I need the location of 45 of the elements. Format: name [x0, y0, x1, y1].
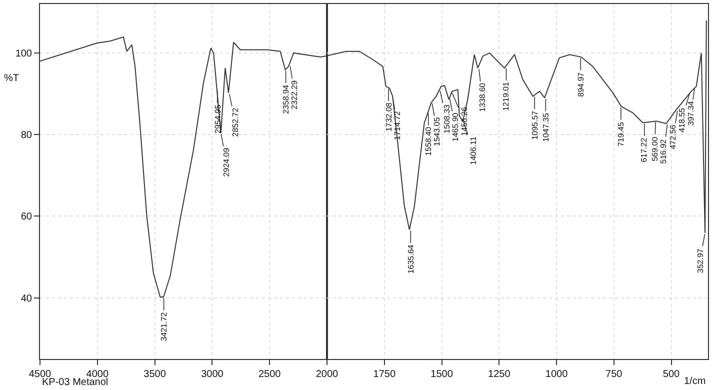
annotation: 397.34 [686, 100, 696, 126]
annotation: 1508.33 [442, 104, 452, 134]
y-tick-label: 100 [15, 48, 32, 60]
annotation: 2852.72 [231, 107, 240, 137]
annotation: 2322.29 [290, 80, 300, 110]
x-tick-label: 3000 [201, 369, 224, 380]
annotation: 1558.40 [424, 126, 433, 156]
annotation: 1095.57 [530, 110, 540, 140]
y-tick-label: 40 [20, 293, 32, 304]
x-tick-label: 1500 [430, 369, 454, 380]
x-tick-label: 1750 [373, 369, 396, 380]
annotation: 2358.94 [282, 84, 291, 114]
annotation: 617.22 [639, 137, 648, 162]
annotation: 352.97 [696, 248, 705, 274]
annotation: 1219.01 [502, 81, 511, 111]
annotation: 1543.05 [432, 116, 442, 146]
x-tick-label: 1250 [488, 369, 511, 380]
y-axis-title: %T [4, 73, 19, 84]
annotation: 1635.64 [406, 244, 416, 274]
x-tick-label: 1000 [545, 369, 568, 380]
annotation: 3421.72 [159, 312, 168, 342]
x-tick-label: 2500 [258, 369, 282, 380]
annotation: 2924.09 [222, 147, 232, 177]
annotation: 516.92 [659, 138, 668, 164]
annotation: 2954.95 [213, 104, 222, 134]
annotation: 1465.90 [451, 112, 460, 142]
annotation: 1714.72 [392, 110, 402, 140]
annotation: 1338.60 [478, 82, 487, 112]
annotation: 894.97 [576, 72, 586, 97]
annotation: 418.55 [678, 107, 687, 132]
y-tick-label: 60 [20, 212, 32, 223]
x-axis-title: 1/cm [684, 376, 706, 387]
text: KP-03 Metanol [42, 377, 108, 388]
annotation: 1406.11 [468, 136, 478, 165]
y-tick-label: 80 [20, 130, 32, 142]
annotation: 1456.26 [460, 106, 469, 136]
x-tick-label: 750 [606, 369, 623, 380]
annotation: 719.45 [616, 122, 626, 147]
x-tick-label: 500 [662, 369, 680, 380]
annotation: 1732.08 [384, 102, 394, 132]
annotation: 569.00 [650, 136, 660, 162]
annotation: 472.56 [668, 124, 678, 150]
x-tick-label: 3500 [144, 369, 166, 380]
x-tick-label: 2000 [316, 369, 339, 380]
annotation: 1047.35 [541, 112, 550, 142]
